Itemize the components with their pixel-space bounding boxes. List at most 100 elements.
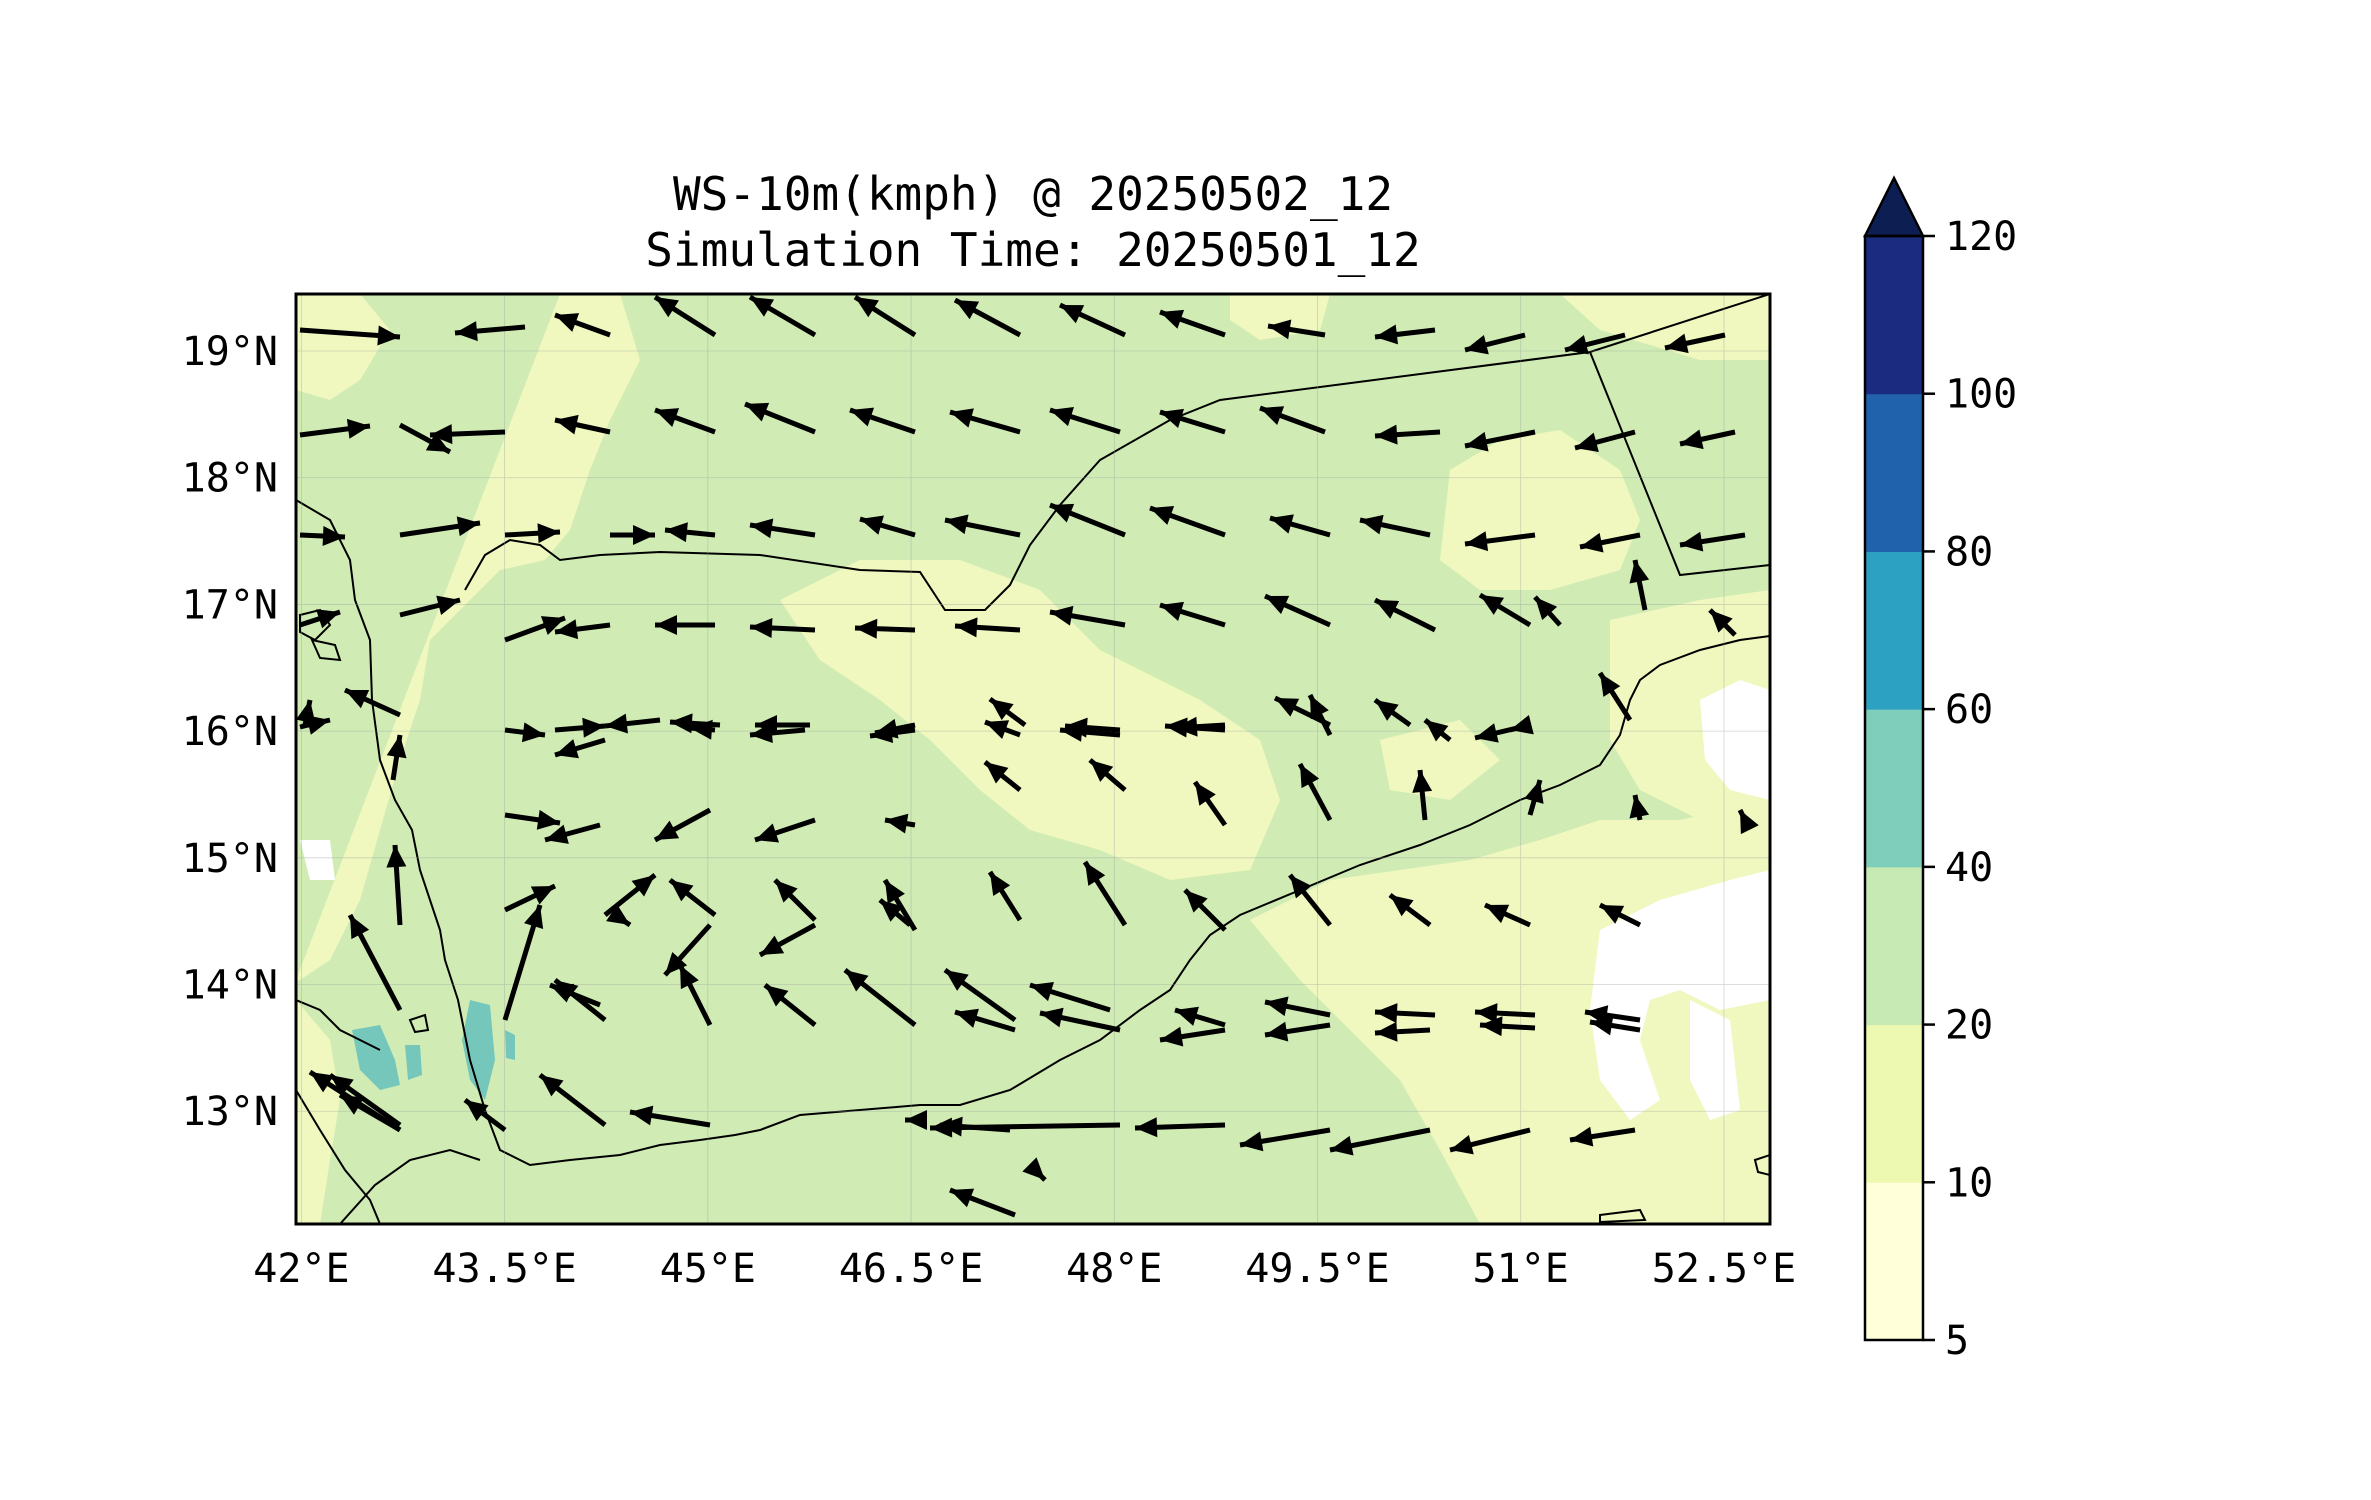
wind-arrow-head — [1375, 600, 1400, 619]
wind-arrow-head — [1565, 334, 1589, 355]
y-tick-label: 19°N — [182, 329, 278, 375]
wind-arrow-head — [555, 414, 579, 435]
wind-arrow-head — [536, 809, 560, 830]
wind-arrow-head — [850, 407, 875, 427]
wind-arrow-head — [885, 880, 905, 905]
wind-arrow-head — [1375, 424, 1398, 445]
wind-arrow-head — [1390, 895, 1414, 917]
map-title-line1: WS-10m(kmph) @ 20250502_12 — [673, 167, 1393, 221]
wind-arrow-head — [630, 1105, 654, 1126]
field-40-60-patches — [352, 1000, 515, 1100]
wind-arrow-head — [990, 699, 1014, 721]
wind-arrow-head — [655, 297, 679, 318]
wind-arrow-head — [377, 325, 400, 346]
wind-arrow-head — [521, 722, 545, 743]
wind-arrow-head — [1629, 560, 1650, 584]
wind-arrow-head — [905, 1110, 927, 1130]
wind-arrow-head — [1290, 875, 1312, 899]
wind-arrow-head — [955, 1008, 979, 1028]
wind-arrow-head — [665, 522, 688, 543]
colorbar-tick-label: 80 — [1945, 529, 1993, 575]
wind-arrow-head — [760, 935, 785, 955]
y-tick-label: 17°N — [182, 582, 278, 628]
wind-arrow-head — [1665, 333, 1689, 354]
wind-arrow-head — [950, 408, 974, 428]
x-axis-ticks: 42°E 43.5°E 45°E 46.5°E 48°E 49.5°E 51°E 52.5°E — [253, 1246, 1796, 1292]
wind-arrow-head — [955, 300, 980, 320]
colorbar-segment — [1865, 866, 1923, 1026]
wind-arrow-head — [690, 719, 713, 740]
wind-arrow-head — [310, 1072, 334, 1093]
map-frame — [294, 292, 1772, 1226]
wind-arrow-head — [1375, 700, 1399, 721]
wind-arrow-head — [990, 872, 1011, 896]
wind-arrow-head — [555, 739, 579, 759]
wind-arrow-head — [1040, 1007, 1064, 1028]
wind-arrow-head — [945, 970, 969, 991]
field-white-regions — [300, 680, 1770, 1120]
wind-arrow-head — [1465, 531, 1489, 552]
wind-arrow-head — [885, 813, 909, 834]
wind-arrow-head — [1680, 429, 1704, 450]
wind-arrow-head — [1524, 780, 1544, 804]
y-axis-ticks: 19°N 18°N 17°N 16°N 15°N 14°N 13°N — [182, 329, 278, 1135]
wind-arrow-head — [745, 402, 770, 422]
wind-arrow-head — [1535, 597, 1558, 621]
wind-arrow-head — [1600, 905, 1625, 924]
wind-vectors — [296, 294, 1759, 1218]
wind-arrow-head — [425, 432, 450, 452]
wind-arrow-head — [346, 418, 370, 439]
y-tick-label: 14°N — [182, 963, 278, 1009]
wind-arrow-head — [1360, 514, 1384, 535]
wind-arrow-head — [296, 700, 316, 724]
wind-arrow-head — [1485, 904, 1510, 924]
wind-arrow-head — [860, 515, 884, 535]
wind-arrow-head — [750, 297, 775, 317]
islands — [299, 608, 1770, 1224]
wind-arrow-head — [1060, 721, 1083, 742]
wind-arrow-head — [880, 900, 904, 922]
wind-arrow-head — [750, 618, 773, 639]
wind-arrow-head — [1600, 673, 1621, 697]
y-tick-label: 15°N — [182, 836, 278, 882]
wind-arrow-head — [1680, 531, 1704, 552]
wind-arrow-shaft — [929, 1122, 1121, 1131]
wind-arrow-head — [1265, 595, 1290, 615]
wind-arrow-head — [386, 845, 407, 868]
colorbar-tick-label: 5 — [1945, 1318, 1969, 1364]
wind-arrow-head — [1160, 601, 1184, 622]
wind-arrow-head — [540, 616, 565, 635]
wind-arrow-head — [1575, 432, 1599, 452]
wind-arrow-head — [1050, 605, 1074, 626]
colorbar-frame — [1863, 234, 1925, 1342]
wind-arrow-head — [1265, 1021, 1289, 1042]
wind-arrow-head — [765, 985, 789, 1007]
wind-arrow-head — [555, 980, 579, 1002]
wind-arrow-head — [680, 965, 699, 990]
wind-arrow-head — [315, 609, 340, 629]
map-title-line2: Simulation Time: 20250501_12 — [645, 223, 1420, 277]
wind-arrow-head — [955, 617, 978, 638]
wind-arrow-head — [1480, 1016, 1503, 1037]
y-tick-label: 16°N — [182, 709, 278, 755]
wind-arrow-head — [345, 690, 370, 709]
wind-arrow-head — [1135, 1117, 1158, 1138]
x-tick-label: 45°E — [660, 1246, 756, 1292]
colorbar-tick-label: 20 — [1945, 1003, 1993, 1049]
x-tick-label: 42°E — [253, 1246, 349, 1292]
wind-arrow-head — [1450, 1134, 1474, 1155]
colorbar-segment — [1865, 551, 1923, 710]
wind-arrow-head — [1465, 334, 1489, 355]
wind-arrow-head — [1160, 408, 1184, 429]
x-tick-label: 51°E — [1473, 1246, 1569, 1292]
colorbar-extend-triangle — [1862, 175, 1926, 238]
wind-arrow-head — [1570, 1126, 1594, 1147]
wind-arrow-head — [855, 297, 879, 318]
colorbar-segment — [1865, 709, 1923, 868]
wind-arrow-head — [1050, 503, 1075, 523]
wind-arrow-head — [1150, 506, 1175, 525]
wind-arrow-head — [665, 951, 688, 975]
wind-arrow-head — [870, 723, 894, 744]
wind-arrow-head — [1480, 595, 1505, 615]
